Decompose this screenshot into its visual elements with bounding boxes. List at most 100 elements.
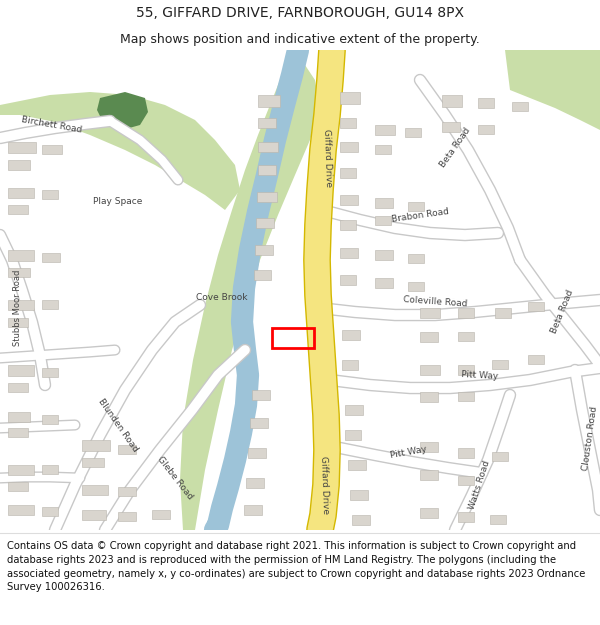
Bar: [340, 275, 356, 285]
Bar: [342, 360, 358, 370]
Bar: [42, 507, 58, 516]
Bar: [42, 415, 58, 424]
Bar: [458, 512, 474, 522]
Bar: [458, 448, 474, 458]
Text: Stubbs Moor Road: Stubbs Moor Road: [13, 270, 23, 346]
Bar: [420, 508, 438, 518]
Bar: [492, 452, 508, 461]
Bar: [350, 490, 368, 500]
Polygon shape: [505, 50, 600, 130]
Bar: [118, 487, 136, 496]
Bar: [345, 430, 361, 440]
Bar: [42, 300, 58, 309]
Bar: [8, 142, 36, 153]
Bar: [248, 448, 266, 458]
Bar: [244, 505, 262, 515]
Text: Beta Road: Beta Road: [549, 289, 575, 335]
Bar: [375, 278, 393, 288]
Bar: [442, 122, 460, 132]
Bar: [345, 405, 363, 415]
Bar: [118, 445, 136, 454]
Bar: [8, 482, 28, 491]
Bar: [258, 165, 276, 175]
Bar: [375, 216, 391, 225]
Bar: [458, 365, 474, 375]
Text: Giffard Drive: Giffard Drive: [322, 129, 334, 188]
Bar: [528, 302, 544, 311]
Bar: [8, 428, 28, 437]
Bar: [258, 95, 280, 107]
Bar: [492, 360, 508, 369]
Bar: [340, 220, 356, 230]
Bar: [340, 195, 358, 205]
Bar: [258, 118, 276, 128]
Bar: [490, 515, 506, 524]
Text: Blunden Road: Blunden Road: [96, 397, 140, 453]
Bar: [375, 198, 393, 208]
Bar: [420, 392, 438, 402]
Bar: [458, 332, 474, 341]
Text: Giffard Drive: Giffard Drive: [319, 456, 331, 514]
Text: Play Space: Play Space: [94, 198, 143, 206]
Text: Watts Road: Watts Road: [468, 459, 492, 511]
Bar: [342, 330, 360, 340]
Bar: [8, 300, 34, 310]
Bar: [420, 470, 438, 480]
Bar: [250, 418, 268, 428]
Text: Glebe Road: Glebe Road: [155, 455, 194, 501]
Bar: [420, 308, 440, 318]
Bar: [82, 458, 104, 467]
Text: Beta Road: Beta Road: [438, 126, 472, 169]
Bar: [8, 365, 34, 376]
Bar: [255, 245, 273, 255]
Bar: [408, 202, 424, 211]
Bar: [42, 190, 58, 199]
Bar: [8, 160, 30, 170]
Bar: [458, 392, 474, 401]
Bar: [348, 460, 366, 470]
Bar: [512, 102, 528, 111]
Bar: [42, 368, 58, 377]
Bar: [8, 318, 28, 327]
Bar: [408, 254, 424, 263]
Bar: [495, 308, 511, 318]
Bar: [8, 188, 34, 198]
Bar: [42, 253, 60, 262]
Text: Clouston Road: Clouston Road: [581, 405, 599, 471]
Bar: [340, 248, 358, 258]
Text: Contains OS data © Crown copyright and database right 2021. This information is : Contains OS data © Crown copyright and d…: [7, 541, 586, 592]
Bar: [405, 128, 421, 137]
Bar: [478, 125, 494, 134]
Bar: [42, 145, 62, 154]
Bar: [528, 355, 544, 364]
Bar: [408, 282, 424, 291]
Bar: [8, 383, 28, 392]
Bar: [42, 465, 58, 474]
Bar: [258, 142, 278, 152]
Text: Brabon Road: Brabon Road: [391, 206, 449, 224]
Bar: [256, 218, 274, 228]
Bar: [375, 250, 393, 260]
Text: Pitt Way: Pitt Way: [389, 444, 427, 459]
Bar: [8, 465, 34, 475]
Bar: [340, 168, 356, 178]
Bar: [152, 510, 170, 519]
Bar: [458, 476, 474, 485]
Bar: [252, 390, 270, 400]
Bar: [82, 440, 110, 451]
Text: Pitt Way: Pitt Way: [461, 369, 499, 381]
Bar: [420, 365, 440, 375]
Bar: [458, 308, 474, 318]
Bar: [352, 515, 370, 525]
Polygon shape: [180, 65, 320, 530]
Bar: [340, 92, 360, 104]
Bar: [8, 505, 34, 515]
Bar: [8, 250, 34, 261]
Text: 55, GIFFARD DRIVE, FARNBOROUGH, GU14 8PX: 55, GIFFARD DRIVE, FARNBOROUGH, GU14 8PX: [136, 6, 464, 20]
Bar: [257, 192, 277, 202]
Text: Map shows position and indicative extent of the property.: Map shows position and indicative extent…: [120, 33, 480, 46]
Bar: [8, 268, 30, 277]
Bar: [82, 510, 106, 520]
Polygon shape: [97, 92, 148, 130]
Text: Birchett Road: Birchett Road: [21, 115, 83, 135]
